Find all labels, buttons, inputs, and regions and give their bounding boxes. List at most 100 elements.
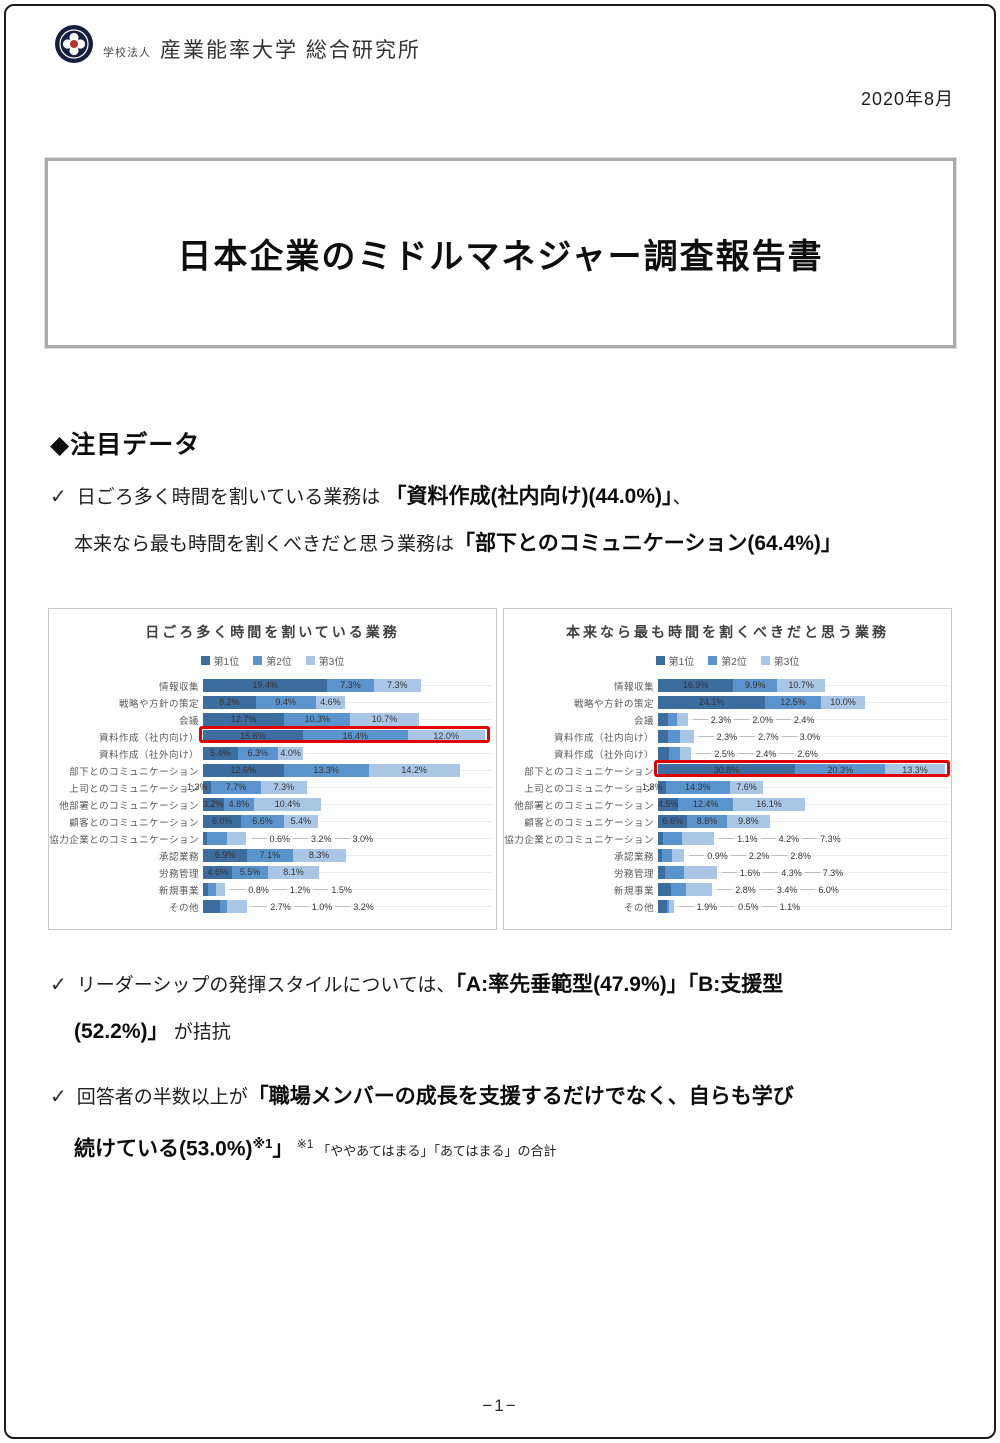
bar-segment bbox=[203, 900, 221, 913]
stacked-bar: 24.1% 12.5% 10.0% bbox=[658, 696, 866, 709]
category-label: 戦略や方針の策定 bbox=[573, 698, 654, 710]
bar-plot: 12.7% 10.3% 10.7% bbox=[203, 711, 496, 728]
value-label: 2.3% bbox=[716, 731, 738, 742]
value-label: 1.1% bbox=[779, 901, 801, 912]
text-segment: 」 bbox=[272, 1137, 294, 1161]
bar-plot: 3.2% 4.8% 10.4% bbox=[203, 796, 496, 813]
bar-plot: 14.3% 7.6% 1.8% bbox=[642, 779, 951, 796]
page-number: −1− bbox=[482, 1396, 518, 1415]
org-type-label: 学校法人 bbox=[103, 47, 151, 59]
leader-line bbox=[772, 855, 788, 856]
value-label: 4.8% bbox=[228, 799, 250, 809]
category-label: 承認業務 bbox=[158, 851, 199, 863]
outside-value-labels: 1.9% 0.5% 1.1% bbox=[676, 900, 801, 913]
value-label: 30.8% bbox=[713, 765, 740, 775]
bar-segment: 12.7% bbox=[203, 713, 285, 726]
bar-segment: 9.8% bbox=[726, 815, 771, 828]
value-label: 3.0% bbox=[352, 833, 374, 844]
bar-segment bbox=[203, 832, 207, 845]
bar-segment bbox=[226, 900, 248, 913]
value-label: 0.8% bbox=[248, 884, 269, 895]
chart-legend: 第1位 第2位 第3位 bbox=[504, 653, 951, 668]
outside-value-labels: 0.8% 1.2% 1.5% bbox=[227, 883, 352, 896]
value-label: 2.3% bbox=[710, 714, 732, 725]
bar-row: 資料作成（社内向け） 15.6% 16.4% 12.0% bbox=[49, 726, 496, 745]
bar-segment: 4.8% bbox=[223, 798, 255, 811]
stacked-bar: 30.8% 20.3% 13.3% bbox=[658, 764, 945, 777]
bar-segment: 15.6% bbox=[203, 730, 303, 743]
value-label: 1.6% bbox=[739, 867, 761, 878]
stacked-bar: 6.9% 7.1% 8.3% bbox=[203, 849, 346, 862]
leader-line bbox=[696, 753, 712, 754]
bar-segment: 7.1% bbox=[247, 849, 293, 862]
value-label: 2.0% bbox=[752, 714, 773, 725]
bar-segment: 6.6% bbox=[658, 815, 688, 828]
leader-line bbox=[761, 906, 777, 907]
bullet-line: (52.2%)」 が拮抗 bbox=[50, 1009, 783, 1056]
bar-segment: 9.4% bbox=[255, 696, 316, 709]
value-label: 7.7% bbox=[225, 782, 247, 792]
value-label: 4.5% bbox=[658, 799, 679, 809]
bar-segment: 12.6% bbox=[203, 764, 284, 777]
bar-segment: 20.3% bbox=[795, 764, 886, 777]
bar-segment bbox=[677, 713, 688, 726]
org-name-label: 産業能率大学 総合研究所 bbox=[160, 39, 421, 62]
row-gridline bbox=[203, 702, 493, 703]
outside-value-labels: 2.5% 2.4% 2.6% bbox=[693, 747, 818, 760]
bullet-item: ✓ 日ごろ多く時間を割いている業務は 「資料作成(社内向け)(44.0%)」、 本来… bbox=[50, 474, 842, 568]
bar-segment: 5.5% bbox=[232, 866, 268, 879]
bullet-line: ✓ リーダーシップの発揮スタイルについては、「A:率先垂範型(47.9%)」「B:… bbox=[50, 962, 783, 1009]
category-label: 会議 bbox=[633, 715, 654, 727]
stacked-bar bbox=[658, 730, 694, 743]
category-label: 資料作成（社外向け） bbox=[98, 749, 199, 761]
bar-row: 協力企業とのコミュニケーション 0.6% 3.2% 3.0% bbox=[49, 830, 496, 847]
leader-line bbox=[730, 855, 746, 856]
value-label: 6.0% bbox=[211, 816, 233, 826]
bar-segment: 7.3% bbox=[327, 679, 374, 692]
stacked-bar: 4.6% 5.5% 8.1% bbox=[203, 866, 320, 879]
bar-segment bbox=[203, 883, 209, 896]
value-label: 3.2% bbox=[353, 901, 374, 912]
value-label: 6.9% bbox=[214, 850, 236, 860]
value-label: 9.4% bbox=[275, 697, 296, 707]
bar-segment: 7.3% bbox=[373, 679, 421, 692]
bar-segment: 12.0% bbox=[407, 730, 485, 743]
bullet-item: ✓ リーダーシップの発揮スタイルについては、「A:率先垂範型(47.9%)」「B:… bbox=[50, 962, 783, 1056]
bar-segment: 6.6% bbox=[241, 815, 284, 828]
bar-plot: 6.6% 8.8% 9.8% bbox=[658, 813, 951, 830]
bar-row: 顧客とのコミュニケーション 6.0% 6.6% 5.4% bbox=[49, 813, 496, 830]
bar-segment: 13.3% bbox=[283, 764, 369, 777]
stacked-bar: 6.6% 8.8% 9.8% bbox=[658, 815, 771, 828]
value-label: 13.3% bbox=[902, 765, 928, 775]
value-label: 1.8% bbox=[642, 782, 663, 792]
category-label: 情報収集 bbox=[613, 681, 654, 693]
row-gridline bbox=[203, 889, 493, 890]
text-segment: ※1 bbox=[293, 1137, 314, 1151]
leader-line bbox=[804, 872, 820, 873]
bar-segment: 8.8% bbox=[687, 815, 727, 828]
value-label: 7.3% bbox=[340, 680, 361, 690]
bar-segment bbox=[658, 883, 671, 896]
value-label: 1.3% bbox=[187, 782, 208, 792]
bar-row: 資料作成（社内向け） 2.3% 2.7% 3.0% bbox=[504, 728, 951, 745]
check-icon: ✓ bbox=[50, 486, 67, 508]
category-label: 協力企業とのコミュニケーション bbox=[49, 834, 199, 846]
value-label: 9.9% bbox=[744, 680, 766, 690]
value-label: 1.9% bbox=[696, 901, 718, 912]
legend-label: 第3位 bbox=[773, 657, 800, 668]
bar-segment: 10.3% bbox=[284, 713, 351, 726]
bar-plot: 24.1% 12.5% 10.0% bbox=[658, 694, 951, 711]
bar-plot: 1.1% 4.2% 7.3% bbox=[658, 830, 951, 847]
bar-segment: 19.4% bbox=[203, 679, 328, 692]
value-label: 8.1% bbox=[283, 867, 304, 877]
category-label: 労務管理 bbox=[158, 868, 199, 880]
bar-segment: 8.3% bbox=[292, 849, 346, 862]
bar-plot: 2.3% 2.7% 3.0% bbox=[658, 728, 951, 745]
bar-segment bbox=[658, 747, 670, 760]
bar-plot: 15.6% 16.4% 12.0% bbox=[199, 726, 496, 745]
leader-line bbox=[758, 889, 774, 890]
bar-plot: 2.8% 3.4% 6.0% bbox=[658, 881, 951, 898]
category-label: その他 bbox=[623, 902, 654, 914]
stacked-bar: 12.7% 10.3% 10.7% bbox=[203, 713, 419, 726]
bar-plot: 6.9% 7.1% 8.3% bbox=[203, 847, 496, 864]
